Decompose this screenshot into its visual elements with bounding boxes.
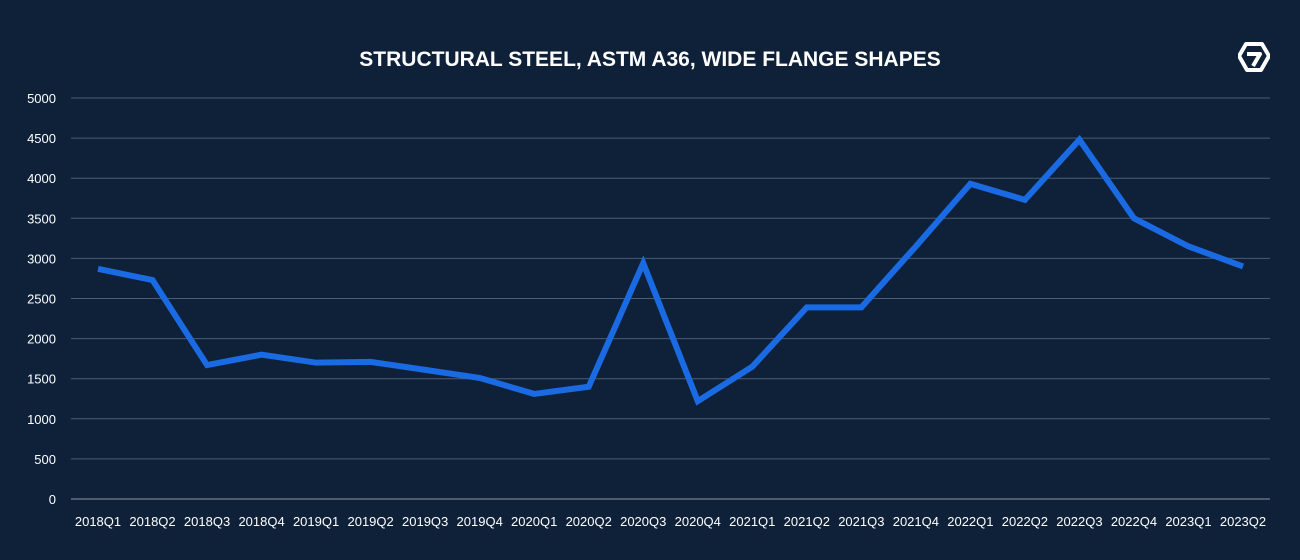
x-tick-label: 2023Q1 (1165, 514, 1211, 529)
x-tick-label: 2022Q4 (1111, 514, 1157, 529)
x-tick-label: 2019Q2 (347, 514, 393, 529)
chart-title: STRUCTURAL STEEL, ASTM A36, WIDE FLANGE … (359, 48, 941, 71)
y-tick-label: 1000 (27, 412, 56, 427)
brand-logo-icon (1237, 42, 1271, 77)
x-tick-label: 2021Q4 (893, 514, 939, 529)
y-tick-label: 3000 (27, 251, 56, 266)
x-tick-label: 2023Q2 (1220, 514, 1266, 529)
x-tick-label: 2020Q1 (511, 514, 557, 529)
x-tick-label: 2021Q2 (784, 514, 830, 529)
x-tick-label: 2019Q1 (293, 514, 339, 529)
y-tick-label: 3500 (27, 211, 56, 226)
x-tick-label: 2018Q2 (129, 514, 175, 529)
x-tick-label: 2019Q3 (402, 514, 448, 529)
x-tick-label: 2019Q4 (457, 514, 503, 529)
y-tick-label: 4500 (27, 131, 56, 146)
series-line (97, 134, 1245, 406)
x-tick-label: 2020Q2 (566, 514, 612, 529)
x-tick-label: 2018Q3 (184, 514, 230, 529)
x-tick-label: 2021Q1 (729, 514, 775, 529)
x-tick-label: 2018Q4 (238, 514, 284, 529)
x-tick-label: 2022Q3 (1056, 514, 1102, 529)
x-tick-label: 2021Q3 (838, 514, 884, 529)
x-tick-label: 2022Q2 (1002, 514, 1048, 529)
x-tick-label: 2022Q1 (947, 514, 993, 529)
y-tick-label: 2000 (27, 332, 56, 347)
y-tick-label: 2500 (27, 292, 56, 307)
y-tick-label: 0 (49, 492, 56, 507)
y-tick-label: 1500 (27, 372, 56, 387)
x-tick-label: 2020Q4 (675, 514, 721, 529)
x-tick-label: 2018Q1 (75, 514, 121, 529)
y-tick-label: 4000 (27, 171, 56, 186)
y-tick-label: 5000 (27, 91, 56, 106)
x-tick-label: 2020Q3 (620, 514, 666, 529)
y-tick-label: 500 (34, 452, 56, 467)
